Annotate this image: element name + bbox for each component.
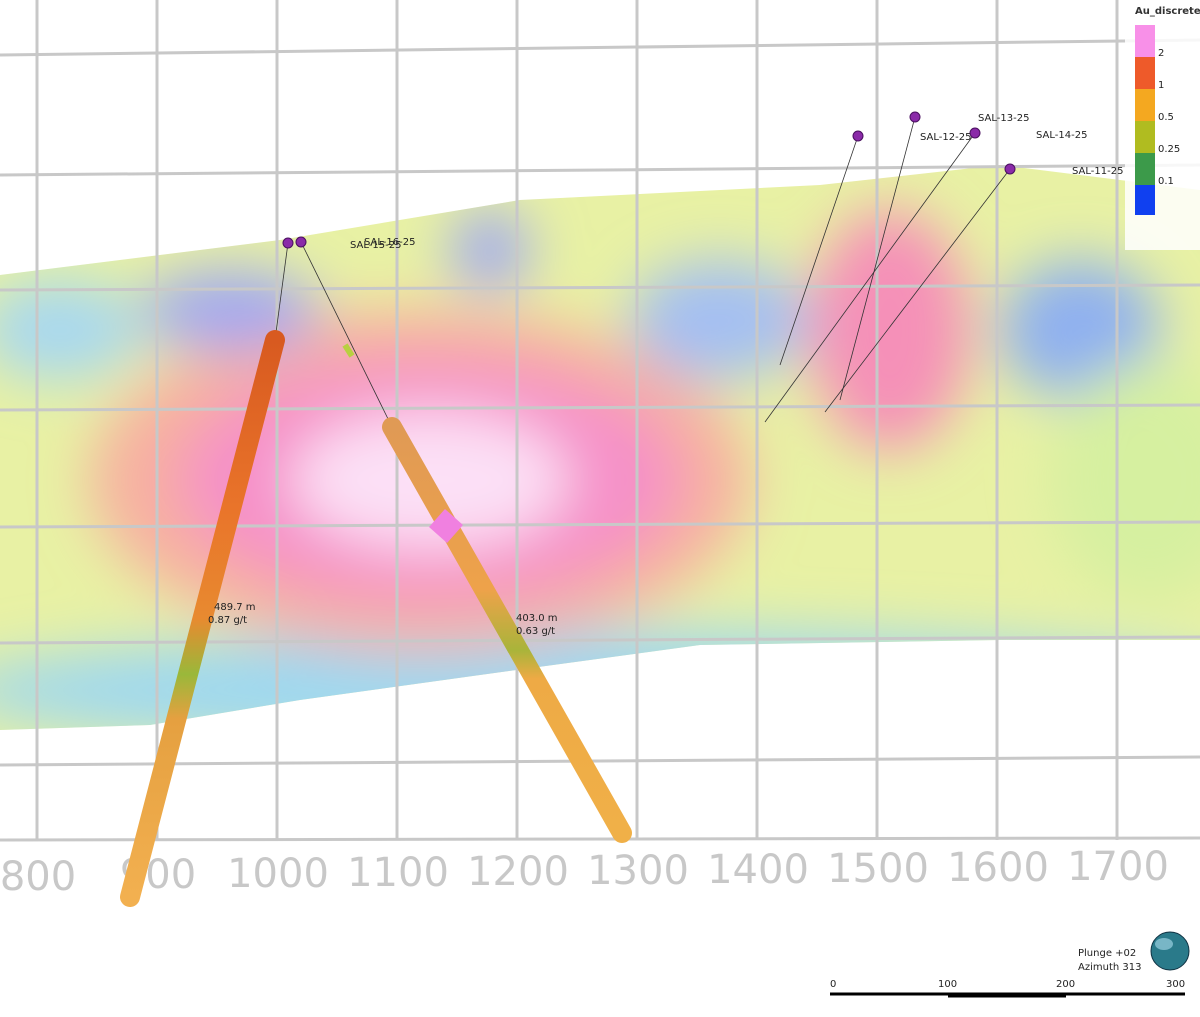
axis-label: 1000 <box>227 851 329 897</box>
hole-labels: SAL-15-25 SAL-16-25 SAL-13-25 SAL-12-25 … <box>350 113 1123 251</box>
legend-label: 0.25 <box>1158 144 1180 155</box>
legend-label: 2 <box>1158 48 1164 59</box>
intercepts: 489.7 m 0.87 g/t 403.0 m 0.63 g/t <box>208 602 558 637</box>
axis-label: 1300 <box>587 848 689 894</box>
scale-label: 200 <box>1056 979 1075 990</box>
scale-label: 100 <box>938 979 957 990</box>
axis-label: 1400 <box>707 847 809 893</box>
legend-label: 0.1 <box>1158 176 1174 187</box>
axis-label: 1500 <box>827 846 929 892</box>
legend: Au_discrete 2 1 0.5 0.25 0.1 <box>1125 0 1200 250</box>
hole-label: SAL-12-25 <box>920 132 971 143</box>
drill-hole <box>120 330 285 907</box>
hole-label: SAL-13-25 <box>978 113 1029 124</box>
azimuth: Azimuth 313 <box>1078 962 1141 973</box>
compass <box>1150 931 1190 971</box>
scale-bar: 0 100 200 300 <box>830 979 1185 998</box>
axis-label: 1200 <box>467 849 569 895</box>
legend-title: Au_discrete <box>1135 6 1200 17</box>
axis-label: 1700 <box>1067 844 1169 890</box>
intercept-grade: 0.87 g/t <box>208 615 247 626</box>
scale-label: 300 <box>1166 979 1185 990</box>
axis-label: 1600 <box>947 845 1049 891</box>
intercept-length: 403.0 m <box>516 613 558 624</box>
intercept-grade: 0.63 g/t <box>516 626 555 637</box>
hole-label: SAL-11-25 <box>1072 166 1123 177</box>
hole-traces <box>274 116 1011 428</box>
scale-label: 0 <box>830 979 836 990</box>
orientation: Plunge +02 Azimuth 313 <box>1078 931 1190 973</box>
legend-label: 1 <box>1158 80 1164 91</box>
hole-label: SAL-14-25 <box>1036 130 1087 141</box>
drill-holes <box>120 330 632 907</box>
hole-label: SAL-16-25 <box>364 237 415 248</box>
drill-hole <box>382 417 632 843</box>
high-grade-interval <box>429 509 463 543</box>
collars <box>282 111 1016 249</box>
hole-label: SAL-15-25 <box>350 240 401 251</box>
plunge: Plunge +02 <box>1078 948 1136 959</box>
intercept-length: 489.7 m <box>214 602 256 613</box>
axis-label: 800 <box>0 854 76 900</box>
legend-label: 0.5 <box>1158 112 1174 123</box>
interval <box>342 343 355 358</box>
axis-label: 1100 <box>347 850 449 896</box>
